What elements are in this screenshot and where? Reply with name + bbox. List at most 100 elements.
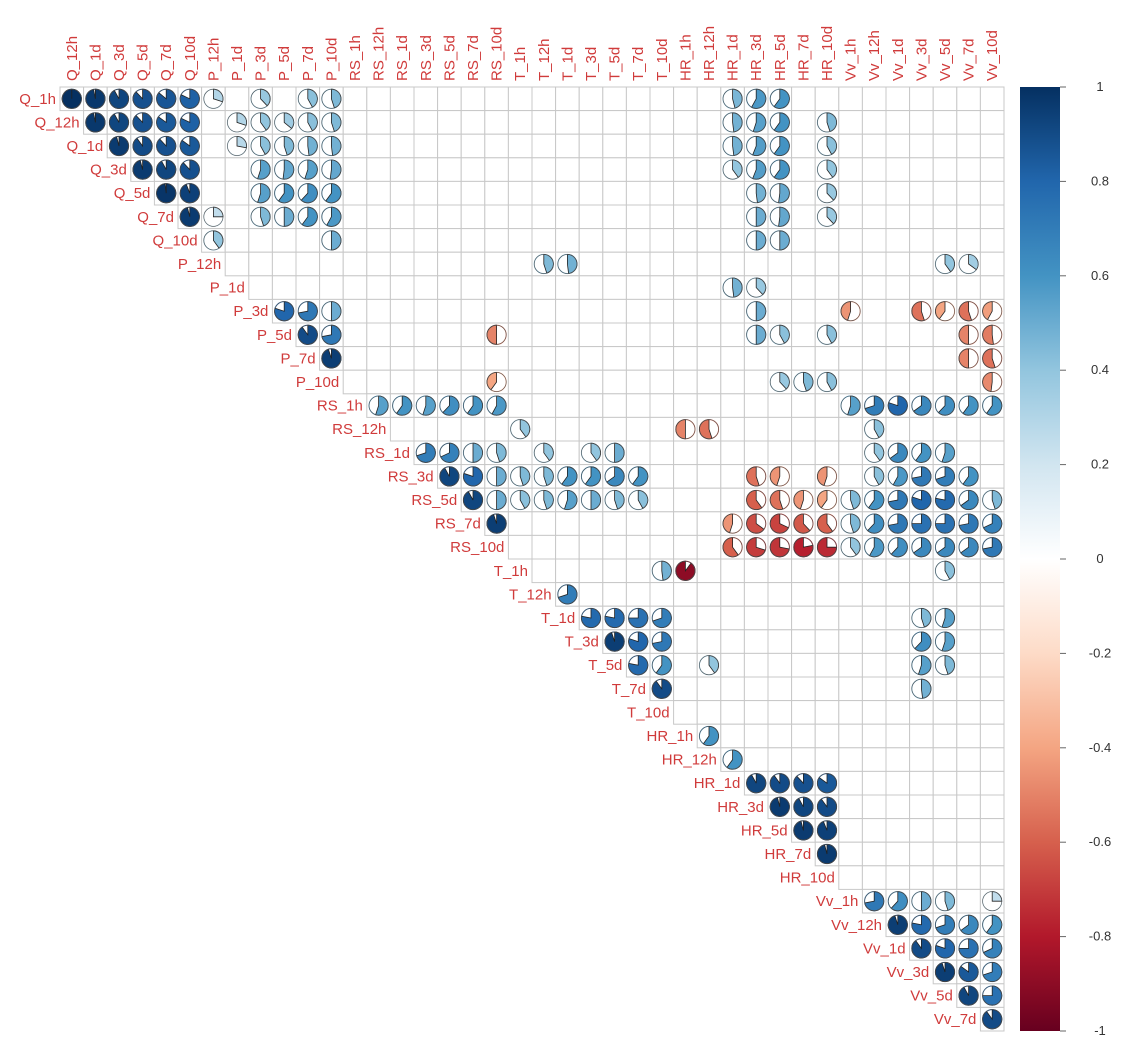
correlation-pie <box>816 537 838 558</box>
matrix-cell <box>555 204 580 230</box>
correlation-pie <box>722 371 743 393</box>
matrix-cell <box>696 464 722 489</box>
colorbar-tick-label: -0.4 <box>1089 740 1111 755</box>
matrix-cell <box>531 346 557 371</box>
column-label: Vv_5d <box>937 38 954 81</box>
matrix-cell <box>673 275 698 300</box>
matrix-cell <box>696 369 722 395</box>
matrix-cell <box>224 204 250 230</box>
correlation-pie <box>934 442 956 463</box>
correlation-pie <box>533 442 554 463</box>
correlation-pie <box>108 135 130 157</box>
matrix-cell <box>602 322 627 348</box>
correlation-pie <box>321 135 342 157</box>
matrix-cell <box>932 794 958 820</box>
matrix-cell <box>791 416 816 442</box>
matrix-cell <box>885 582 911 607</box>
matrix-cell <box>696 440 722 466</box>
correlation-pie <box>250 206 271 227</box>
correlation-pie <box>415 442 436 463</box>
matrix-cell <box>366 298 391 324</box>
matrix-cell <box>720 393 745 418</box>
correlation-pie <box>297 324 318 345</box>
matrix-cell <box>956 605 981 631</box>
row-label: Q_5d <box>114 185 151 202</box>
correlation-pie <box>934 395 956 416</box>
matrix-cell <box>578 534 604 560</box>
matrix-cell <box>366 133 391 159</box>
matrix-cell <box>389 228 415 253</box>
matrix-cell <box>460 251 486 277</box>
matrix-cell <box>791 464 816 489</box>
correlation-pie <box>911 513 932 534</box>
correlation-pie <box>628 607 649 629</box>
correlation-pie <box>769 230 790 251</box>
matrix-cell <box>366 86 391 112</box>
matrix-cell <box>578 251 604 277</box>
column-label: RS_12h <box>371 27 388 81</box>
correlation-pie <box>557 253 578 275</box>
column-label: HR_7d <box>795 34 812 81</box>
matrix-cell <box>578 369 604 395</box>
matrix-cell <box>342 133 368 159</box>
correlation-pie <box>580 489 602 511</box>
correlation-pie <box>274 301 295 322</box>
correlation-pie <box>934 466 956 487</box>
matrix-cell <box>838 204 863 230</box>
matrix-cell <box>673 487 698 513</box>
matrix-cell <box>673 322 698 348</box>
correlation-pie <box>156 159 177 180</box>
matrix-cell <box>838 676 863 702</box>
matrix-cell <box>767 605 793 631</box>
matrix-cell <box>885 228 911 253</box>
matrix-cell <box>791 251 816 277</box>
correlation-pie <box>368 395 389 416</box>
correlation-pie <box>321 159 342 180</box>
matrix-cell <box>791 723 816 749</box>
correlation-pie <box>911 655 932 676</box>
matrix-cell <box>602 416 627 442</box>
matrix-cell <box>389 369 415 395</box>
correlation-pie <box>887 891 908 912</box>
matrix-cell <box>979 652 1005 678</box>
correlation-pie <box>793 371 814 393</box>
correlation-pie <box>250 135 271 157</box>
correlation-pie <box>722 112 743 133</box>
correlation-pie <box>132 88 153 109</box>
matrix-cell <box>696 298 722 324</box>
matrix-cell <box>295 251 321 277</box>
matrix-cell <box>602 534 627 560</box>
correlation-pie <box>958 513 979 534</box>
matrix-cell <box>838 251 863 277</box>
matrix-cell <box>885 794 911 820</box>
matrix-cell <box>814 228 840 253</box>
matrix-cell <box>366 157 391 182</box>
correlation-pie <box>297 88 318 109</box>
correlation-pie <box>793 773 814 794</box>
correlation-pie <box>958 914 979 935</box>
matrix-cell <box>838 416 863 442</box>
correlation-pie <box>132 112 153 133</box>
matrix-cell <box>885 723 911 749</box>
correlation-pie <box>982 348 1003 369</box>
correlation-pie <box>746 135 767 157</box>
correlation-pie <box>392 395 413 416</box>
correlation-pie <box>958 348 979 369</box>
correlation-pie <box>651 607 672 629</box>
matrix-cell <box>460 369 486 395</box>
correlation-pie <box>934 914 956 935</box>
column-label: RS_3d <box>418 35 435 81</box>
matrix-cell <box>460 133 486 159</box>
matrix-cell <box>861 298 887 324</box>
matrix-cell <box>413 86 439 112</box>
matrix-cell <box>838 582 863 607</box>
matrix-cell <box>956 629 981 654</box>
matrix-cell <box>460 180 486 206</box>
matrix-cell <box>885 322 911 348</box>
correlation-pie <box>321 301 342 322</box>
matrix-cell <box>437 180 462 206</box>
matrix-cell <box>507 110 533 135</box>
correlation-pie <box>156 88 177 109</box>
matrix-cell <box>814 629 840 654</box>
matrix-cell <box>861 747 887 772</box>
